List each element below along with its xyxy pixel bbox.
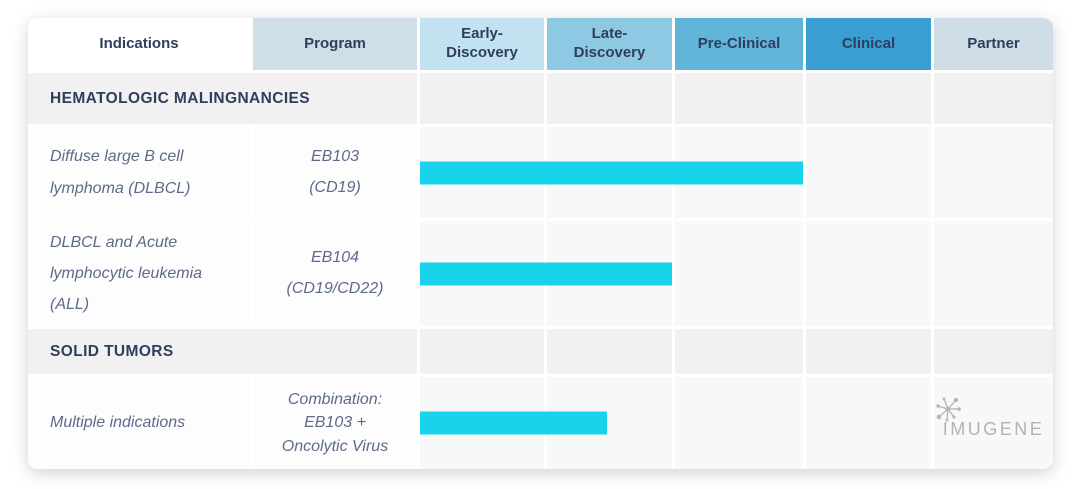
section-cell [806, 73, 931, 124]
progress-track [420, 377, 931, 469]
section-cell [547, 329, 672, 374]
partner-cell [934, 221, 1053, 326]
column-header-indications: Indications [28, 18, 250, 70]
column-header-late-discovery: Late- Discovery [547, 18, 672, 70]
table-row-eb103: Diffuse large B cell lymphoma (DLBCL) EB… [28, 127, 1053, 218]
program-text: Combination: EB103 + Oncolytic Virus [281, 391, 389, 455]
section-cell [934, 73, 1053, 124]
imugene-molecule-icon [936, 397, 961, 421]
partner-cell: IMUGENE [934, 377, 1053, 469]
progress-track [420, 127, 931, 218]
table-row-combination: Multiple indications Combination: EB103 … [28, 377, 1053, 469]
section-cell [547, 73, 672, 124]
program-cell: EB104 (CD19/CD22) [253, 221, 417, 326]
partner-cell [934, 127, 1053, 218]
progress-track [420, 221, 931, 326]
pipeline-card: Indications Program Early- Discovery Lat… [28, 18, 1053, 469]
indication-cell: DLBCL and Acute lymphocytic leukemia (AL… [28, 221, 250, 326]
stage-cell-clinical [806, 127, 931, 218]
program-text: EB103 (CD19) [309, 148, 361, 196]
table-header-row: Indications Program Early- Discovery Lat… [28, 18, 1053, 70]
stage-cell-clinical [806, 221, 931, 326]
progress-bar-eb103 [420, 161, 804, 184]
program-cell: EB103 (CD19) [253, 127, 417, 218]
indication-text: DLBCL and Acute lymphocytic leukemia (AL… [50, 233, 203, 314]
stage-cell-pre-clinical [675, 377, 803, 469]
section-cell [934, 329, 1053, 374]
column-header-partner: Partner [934, 18, 1053, 70]
column-header-early-discovery: Early- Discovery [420, 18, 544, 70]
indication-text: Diffuse large B cell lymphoma (DLBCL) [50, 148, 191, 197]
section-cell [420, 73, 544, 124]
table-row-eb104: DLBCL and Acute lymphocytic leukemia (AL… [28, 221, 1053, 326]
section-row-solid-tumors: SOLID TUMORS [28, 329, 1053, 374]
indication-cell: Diffuse large B cell lymphoma (DLBCL) [28, 127, 250, 218]
program-text: EB104 (CD19/CD22) [286, 249, 384, 297]
column-header-clinical: Clinical [806, 18, 931, 70]
section-cell [806, 329, 931, 374]
imugene-wordmark: IMUGENE [942, 418, 1045, 439]
indication-text: Multiple indications [50, 414, 186, 432]
section-cell [420, 329, 544, 374]
section-title: HEMATOLOGIC MALINGNANCIES [28, 73, 417, 124]
stage-cell-pre-clinical [675, 221, 803, 326]
section-cell [675, 73, 803, 124]
column-header-program: Program [253, 18, 417, 70]
progress-bar-combination [420, 411, 608, 435]
program-cell: Combination: EB103 + Oncolytic Virus [253, 377, 417, 469]
column-header-pre-clinical: Pre-Clinical [675, 18, 803, 70]
progress-bar-eb104 [420, 262, 672, 285]
section-row-hematologic: HEMATOLOGIC MALINGNANCIES [28, 73, 1053, 124]
section-cell [675, 329, 803, 374]
stage-cell-clinical [806, 377, 931, 469]
section-title: SOLID TUMORS [28, 329, 417, 374]
indication-cell: Multiple indications [28, 377, 250, 469]
imugene-logo: IMUGENE [936, 397, 1045, 440]
